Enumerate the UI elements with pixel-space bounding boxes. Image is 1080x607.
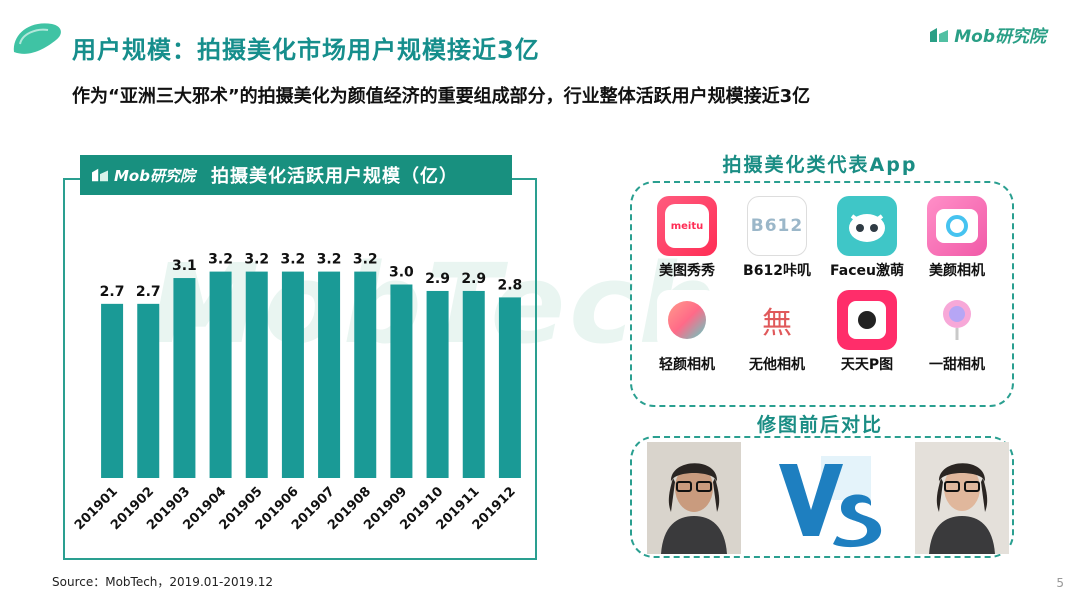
page-subtitle: 作为“亚洲三大邪术”的拍摄美化为颜值经济的重要组成部分，行业整体活跃用户规模接近… [72,86,811,107]
bar-201911 [462,290,485,478]
app-name: 轻颜相机 [659,357,715,373]
brand-logo: Mob研究院 [928,22,1046,47]
value-label: 3.1 [172,258,197,274]
bar-201909 [390,284,413,478]
app-name: 美图秀秀 [659,263,715,279]
bar-201905 [245,271,268,478]
apps-panel [630,181,1014,407]
b612-icon-text: B612 [750,216,804,236]
wuta-camera-icon: 無 [747,290,807,350]
apps-heading: 拍摄美化类代表App [722,154,918,176]
app-tile-yitian[interactable]: 一甜相机 [912,290,1002,374]
chart-brand-logo: Mob研究院 [90,165,195,186]
value-label: 2.9 [425,271,450,287]
tiantian-ptu-icon [837,290,897,350]
after-photo [915,442,1009,554]
bar-201906 [281,271,304,478]
value-label: 3.0 [389,265,414,281]
b612-icon: B612 [747,196,807,256]
chart-title: 拍摄美化活跃用户规模（亿） [210,166,458,187]
app-name: 无他相机 [749,357,805,373]
value-label: 2.7 [100,284,125,300]
faceu-face-icon [849,214,885,242]
before-photo [647,442,741,554]
bar-201908 [354,271,377,478]
bar-201903 [173,278,196,478]
logo-mark-icon [92,168,108,182]
qingyan-camera-icon [657,290,717,350]
app-tile-b612[interactable]: B612 B612咔叽 [732,196,822,280]
bar-201910 [426,290,449,478]
corner-decoration [13,23,61,54]
app-name: Faceu激萌 [830,263,904,279]
vs-icon: VS [779,456,882,548]
brand-logo-text: Mob研究院 [954,27,1046,47]
bar-201904 [209,271,232,478]
faceu-icon [837,196,897,256]
lollipop-icon [943,300,971,340]
app-tile-tiantian[interactable]: 天天P图 [822,290,912,374]
value-label: 3.2 [317,252,342,268]
app-tile-wuta[interactable]: 無 无他相机 [732,290,822,374]
app-tile-meitu[interactable]: meitu 美图秀秀 [642,196,732,280]
value-label: 2.9 [461,271,486,287]
app-grid: meitu 美图秀秀 B612 B612咔叽 Faceu激萌 美颜相机 [642,196,1002,374]
yitian-camera-icon [927,290,987,350]
compare-panel [630,436,1014,558]
value-label: 3.2 [281,252,306,268]
value-label: 3.2 [208,252,233,268]
page-number: 5 [1056,576,1064,590]
meitu-icon: meitu [657,196,717,256]
meitu-icon-text: meitu [670,220,704,232]
bar-201902 [137,303,160,478]
app-tile-faceu[interactable]: Faceu激萌 [822,196,912,280]
wuta-icon-text: 無 [762,306,792,341]
logo-mark-icon [930,27,949,42]
chart-header: Mob研究院 拍摄美化活跃用户规模（亿） [80,155,512,195]
app-name: 美颜相机 [929,263,985,279]
app-tile-beauty-camera[interactable]: 美颜相机 [912,196,1002,280]
app-name: B612咔叽 [743,263,811,279]
chart-brand-logo-text: Mob研究院 [114,166,195,185]
bar-201907 [318,271,341,478]
value-label: 3.2 [353,252,378,268]
portrait-icon [647,442,741,554]
bar-201912 [498,297,521,478]
portrait-icon [915,442,1009,554]
bar-201901 [101,303,124,478]
value-label: 3.2 [244,252,269,268]
value-label: 2.7 [136,284,161,300]
app-name: 一甜相机 [929,357,985,373]
page-title: 用户规模：拍摄美化市场用户规模接近3亿 [72,36,540,64]
app-tile-qingyan[interactable]: 轻颜相机 [642,290,732,374]
beauty-camera-icon [927,196,987,256]
compare-heading: 修图前后对比 [756,414,883,436]
app-name: 天天P图 [840,357,894,373]
value-label: 2.8 [498,277,523,293]
source-note: Source：MobTech，2019.01-2019.12 [52,575,273,589]
